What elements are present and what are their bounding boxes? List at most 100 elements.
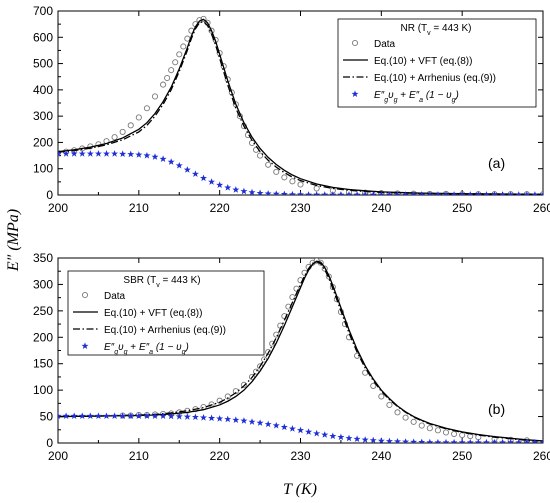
y-axis-title: E″ (MPa) [5, 209, 22, 272]
panel-b-series [58, 258, 543, 443]
panel-a-series-3-point-29 [288, 190, 296, 195]
panel-a-series [58, 15, 543, 195]
panel-b-series-0-point-52 [442, 429, 450, 436]
panel-b-legend-title: SBR (Tv = 443 K) [123, 275, 200, 289]
panel-a-series-3-point-32 [313, 191, 321, 195]
panel-a-y-tick-label-4: 400 [33, 83, 53, 97]
panel-b-y-tick-label-6: 300 [33, 277, 53, 291]
panel-b-x-tick-label-2: 220 [210, 449, 230, 463]
panel-a-y-tick-label-5: 500 [33, 57, 53, 71]
panel-b-series-0-point-16 [248, 373, 256, 380]
panel-b-y-tick-label-7: 350 [33, 251, 53, 265]
panel-b-series-3-point-27 [272, 421, 280, 429]
panel-b-series-0-point-13 [224, 393, 231, 400]
panel-b-series-0-point-21 [269, 340, 276, 347]
panel-b-legend-entry-0-label: Data [104, 291, 126, 302]
panel-b-series-0-point-53 [451, 430, 458, 438]
panel-b-series-3-point-42 [394, 437, 401, 443]
panel-a-legend-entry-0: Data [351, 39, 396, 50]
panel-b-series-3-point-51 [466, 438, 474, 443]
panel-b-series-0-point-20 [265, 349, 272, 356]
panel-a-legend-entry-3: E″gυg + E″a (1 − υg) [351, 90, 459, 104]
panel-a-series-0-point-19 [184, 35, 191, 42]
panel-b-series-3-point-24 [248, 418, 256, 425]
panel-b-y-tick-label-2: 100 [33, 383, 53, 397]
panel-a-x-tick-label-2: 220 [210, 201, 230, 215]
panel-b-series-0-point-43 [370, 382, 377, 389]
panel-a-series-0-point-46 [362, 189, 369, 195]
panel-b: 200 210 220 230 240 250 260 0 50 100 150 200 250 300 3… [33, 251, 550, 463]
panel-b-y-tick-label-4: 200 [33, 330, 53, 344]
panel-b-series-3-point-16 [183, 413, 191, 420]
panel-b-legend-entry-1-label: Eq.(10) + VFT (eq.(8)) [104, 308, 202, 319]
panel-b-series-3-point-52 [474, 438, 482, 443]
panel-a-series-3-point-18 [200, 174, 207, 182]
panel-a-series-3-point-13 [159, 155, 167, 162]
panel-b-legend: SBR (Tv = 443 K) Data Eq.(10) + VFT (eq.(… [67, 270, 265, 356]
panel-a-series-0-point-18 [180, 43, 187, 50]
panel-a-series-0-point-11 [143, 105, 150, 112]
panel-b-series-3-point-53 [482, 438, 490, 443]
panel-b-series-0-point-17 [252, 368, 260, 375]
panel-b-series-0-point-51 [434, 427, 441, 434]
panel-a-series-3-point-21 [224, 184, 232, 191]
panel-b-y-tick-label-3: 150 [33, 357, 53, 371]
panel-b-tick-labels: 200 210 220 230 240 250 260 0 50 100 150 200 250 300 3… [33, 251, 550, 463]
panel-a-legend-title: NR (Tv = 443 K) [400, 23, 471, 37]
panel-a-series-0-point-47 [378, 190, 385, 195]
panel-a-x-tick-label-1: 210 [129, 201, 149, 215]
panel-a-legend-entry-2: Eq.(10) + Arrhenius (eq.(9)) [343, 73, 496, 84]
panel-b-series-0-point-14 [232, 388, 239, 395]
panel-a-series-3-point-19 [208, 178, 216, 185]
panel-a-tick-labels: 200 210 220 230 240 250 260 0 100 200 300 400 500 600… [33, 4, 550, 215]
panel-a-series-0-point-8 [119, 128, 126, 135]
panel-a-series-3-point-20 [216, 181, 224, 189]
panel-b-label: (b) [488, 401, 505, 417]
panel-b-series-3-point-1 [62, 412, 70, 420]
panel-b-series-0-point-50 [426, 425, 433, 432]
panel-a-series-3-point-37 [353, 191, 361, 195]
panel-a-series-0-point-43 [313, 185, 320, 192]
panel-a-y-tick-label-3: 300 [33, 109, 53, 123]
panel-a-series-3-point-28 [280, 190, 288, 195]
panel-a-series-0-point-25 [208, 27, 215, 34]
panel-b-series-3-point-43 [402, 438, 410, 443]
panel-b-legend-entry-3: E″gυg + E″a (1 − υg) [81, 342, 189, 356]
panel-a-series-0-point-23 [200, 15, 207, 22]
panel-b-series-3-point-17 [191, 413, 199, 421]
panel-a-series-0-point-15 [168, 67, 175, 74]
panel-b-series-2-line [58, 260, 543, 442]
panel-a-series-2 [58, 20, 543, 195]
panel-b-series-3-point-49 [450, 438, 458, 443]
panel-a-series-0-point-14 [164, 74, 171, 82]
panel-b-x-tick-label-3: 230 [290, 449, 310, 463]
panel-b-x-tick-label-5: 250 [452, 449, 472, 463]
panel-a-label: (a) [488, 155, 505, 171]
panel-b-series-3-point-35 [337, 433, 345, 441]
panel-b-series-0-point-49 [418, 422, 425, 429]
panel-a-x-tick-label-3: 230 [290, 201, 310, 215]
panel-a-legend-entry-1-label: Eq.(10) + VFT (eq.(8)) [374, 56, 472, 67]
panel-a-series-1-line [58, 18, 543, 195]
panel-a-series-3-point-7 [111, 150, 119, 157]
panel-a-series-3-point-31 [305, 191, 313, 195]
panel-b-series-3-point-23 [240, 417, 248, 424]
panel-b-series-3-point-29 [288, 425, 296, 432]
panel-b-series-0-point-47 [402, 414, 409, 421]
panel-a-series-0-point-13 [160, 81, 167, 88]
panel-a-x-tick-label-4: 240 [371, 201, 391, 215]
panel-a-series-3-point-26 [264, 190, 272, 195]
panel-a-legend-box [337, 18, 537, 108]
panel-a-series-0-point-17 [176, 51, 183, 58]
panel-a-series-3-point-33 [321, 191, 329, 195]
panel-b-legend-entry-2-label: Eq.(10) + Arrhenius (eq.(9)) [104, 325, 226, 336]
panel-a-series-3-point-17 [191, 170, 199, 177]
panel-b-series-0-point-46 [394, 409, 401, 416]
panel-a-series-2-line [58, 20, 543, 195]
panel-b-series-3-point-37 [353, 435, 361, 443]
panel-a-y-tick-label-7: 700 [33, 4, 53, 18]
panel-a-series-3-point-27 [272, 190, 280, 195]
panel-a-series-0-point-40 [281, 174, 288, 181]
panel-b-series-3-point-39 [369, 436, 377, 443]
